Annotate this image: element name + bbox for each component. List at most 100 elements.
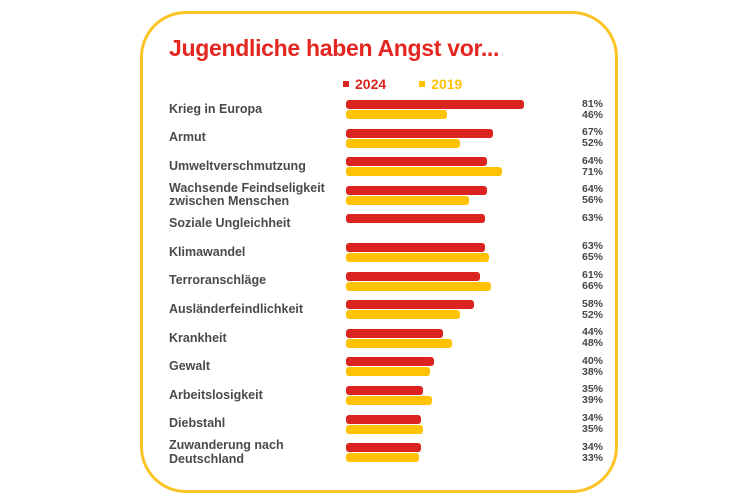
value-labels: 64% 56%: [582, 184, 609, 206]
bar-group: [346, 214, 582, 233]
chart-row: Arbeitslosigkeit 35% 39%: [169, 383, 609, 406]
bar-2019: [346, 138, 461, 148]
category-label: Ausländerfeindlichkeit: [169, 301, 304, 316]
value-label-2024: 35%: [582, 383, 604, 396]
legend-item-2024: 2024: [343, 76, 386, 92]
chart-row: Ausländerfeindlichkeit 58% 52%: [169, 297, 609, 321]
value-label-2019: 48%: [582, 337, 604, 350]
bar-2019: [346, 395, 432, 405]
legend-label: 2024: [355, 76, 387, 92]
value-labels: 63%: [582, 211, 609, 235]
value-label-2024: 67%: [582, 126, 604, 139]
category-label: Soziale Ungleichheit: [169, 216, 291, 231]
chart-row: Terroranschläge 61% 66%: [169, 270, 609, 292]
value-label-2024: 64%: [582, 183, 604, 196]
bar-2024: [346, 128, 494, 138]
category-label: Krieg in Europa: [169, 101, 263, 116]
category-label: Klimawandel: [169, 244, 246, 259]
chart-row: Gewalt 40% 38%: [169, 354, 609, 378]
category-label: Gewalt: [169, 359, 210, 374]
value-label-2024: 34%: [582, 412, 604, 425]
value-labels: 81% 46%: [582, 97, 609, 121]
bar-2024: [346, 385, 423, 395]
chart-title: Jugendliche haben Angst vor...: [169, 35, 500, 61]
bar-2024: [346, 271, 481, 281]
bar-2024: [346, 328, 443, 338]
value-labels: 63% 65%: [582, 241, 609, 263]
chart-row: Wachsende Feindseligkeit zwischen Mensch…: [169, 181, 609, 208]
value-label-2019: 52%: [582, 137, 604, 150]
legend-item-2019: 2019: [419, 76, 462, 92]
bar-2019: [346, 167, 503, 177]
bar-2019: [346, 338, 452, 348]
value-label-2024: 63%: [582, 240, 604, 253]
value-label-2024: 63%: [582, 211, 604, 224]
value-label-2019: 65%: [582, 251, 604, 264]
value-label-2024: 58%: [582, 297, 604, 310]
category-label: Armut: [169, 130, 206, 145]
value-labels: 58% 52%: [582, 297, 609, 321]
value-label-2024: 64%: [582, 154, 604, 167]
bar-2024: [346, 185, 487, 195]
category-label: Wachsende Feindseligkeit zwischen Mensch…: [169, 180, 325, 209]
bar-group: [346, 100, 582, 119]
category-label: Krankheit: [169, 330, 227, 345]
value-label-2024: 40%: [582, 354, 604, 367]
value-label-2019: 46%: [582, 108, 604, 121]
category-label: Arbeitslosigkeit: [169, 387, 263, 402]
bar-2024: [346, 443, 421, 453]
value-labels: 34% 35%: [582, 413, 609, 435]
bar-group: [346, 185, 582, 205]
value-labels: 40% 38%: [582, 354, 609, 378]
bar-2024: [346, 414, 421, 424]
chart-legend: 2024 2019: [343, 76, 462, 92]
chart-row: Zuwanderung nach Deutschland 34% 33%: [169, 438, 609, 465]
bar-2024: [346, 300, 474, 310]
chart-rows: Krieg in Europa 81% 46% Armut 67% 52% Umweltve…: [169, 97, 609, 472]
value-label-2024: 61%: [582, 269, 604, 282]
bar-2024: [346, 214, 485, 224]
bar-2024: [346, 357, 434, 367]
chart-row: Diebstahl 34% 35%: [169, 413, 609, 435]
bar-2024: [346, 242, 485, 252]
category-label: Terroranschläge: [169, 273, 267, 288]
bar-group: [346, 242, 582, 262]
bar-2019: [346, 252, 489, 262]
chart-row: Krieg in Europa 81% 46%: [169, 97, 609, 121]
value-label-2019: 56%: [582, 194, 604, 207]
bar-group: [346, 157, 582, 177]
bar-group: [346, 271, 582, 291]
bar-group: [346, 414, 582, 434]
bar-2019: [346, 453, 419, 463]
bar-2019: [346, 195, 470, 205]
value-label-2019: 52%: [582, 308, 604, 321]
value-label-2019: 38%: [582, 365, 604, 378]
bar-2019: [346, 281, 492, 291]
chart-row: Krankheit 44% 48%: [169, 327, 609, 349]
legend-swatch-2019: [419, 81, 426, 87]
legend-swatch-2024: [343, 81, 349, 87]
chart-row: Umweltverschmutzung 64% 71%: [169, 154, 609, 178]
bar-2019: [346, 367, 430, 377]
chart-row: Soziale Ungleichheit 63%: [169, 211, 609, 235]
category-label: Umweltverschmutzung: [169, 158, 306, 173]
bar-2019: [346, 424, 423, 434]
category-label: Diebstahl: [169, 416, 226, 431]
bar-group: [346, 328, 582, 348]
value-label-2019: 35%: [582, 423, 604, 436]
bar-group: [346, 443, 582, 463]
value-label-2019: 71%: [582, 165, 604, 178]
value-labels: 44% 48%: [582, 327, 609, 349]
value-labels: 61% 66%: [582, 270, 609, 292]
chart-row: Armut 67% 52%: [169, 126, 609, 150]
chart-row: Klimawandel 63% 65%: [169, 241, 609, 263]
bar-group: [346, 385, 582, 405]
category-label: Zuwanderung nach Deutschland: [169, 438, 284, 466]
value-label-2024: 81%: [582, 97, 604, 110]
value-label-2019: [582, 224, 609, 235]
bar-2024: [346, 157, 487, 167]
chart-card: Jugendliche haben Angst vor... 2024 2019 …: [140, 11, 618, 493]
legend-label: 2019: [431, 76, 463, 92]
bar-group: [346, 128, 582, 148]
bar-2019: [346, 110, 448, 119]
